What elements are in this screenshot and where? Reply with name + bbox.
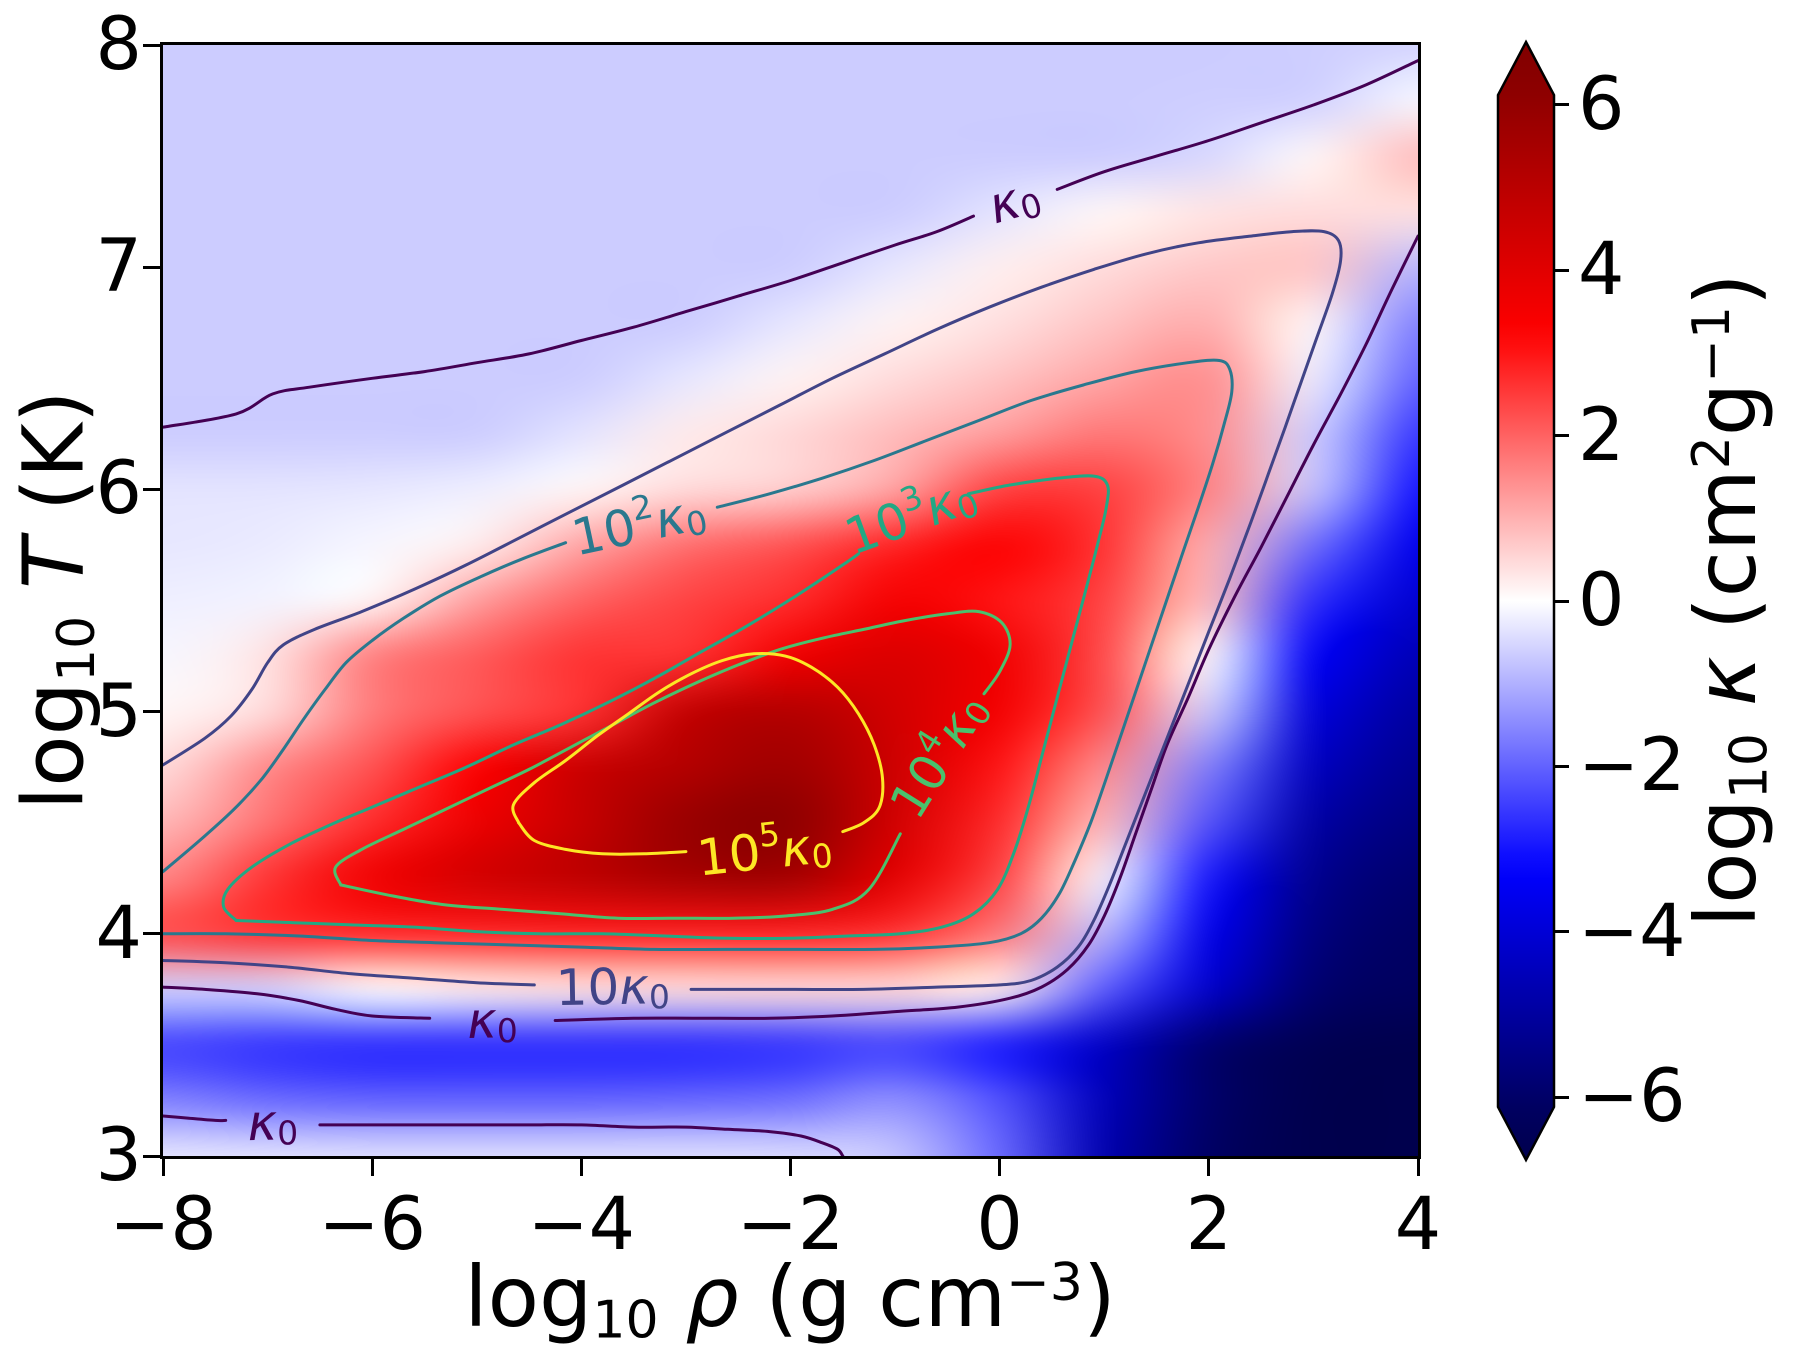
colorbar-tick-0 (1554, 599, 1569, 603)
colorbar-tick-label--6: −6 (1578, 1054, 1686, 1140)
contour-line-kappa0-5 (318, 1123, 845, 1158)
contour-line-1e2kappa0-0 (161, 541, 568, 874)
colorbar-tick--2 (1554, 764, 1569, 768)
y-axis-label: log10 T (K) (4, 390, 108, 811)
y-tick-label-3: 3 (95, 1113, 142, 1198)
contour-label-kappa0-2: κ0 (247, 1093, 298, 1152)
y-tick-label-8: 8 (95, 2, 142, 87)
x-tick-0 (998, 1159, 1002, 1176)
colorbar-tick-label--4: −4 (1578, 888, 1686, 974)
contour-line-1e5kappa0-0 (511, 652, 885, 834)
contour-line-kappa0-1 (1055, 59, 1420, 191)
contour-label-1e5kappa0-0: 105κ0 (693, 808, 834, 888)
colorbar-tick-label-6: 6 (1578, 61, 1625, 147)
contour-label-1e4kappa0-0: 104κ0 (872, 679, 1000, 829)
y-tick-label-7: 7 (95, 224, 142, 310)
contour-line-kappa0-4 (161, 1114, 228, 1123)
y-tick-label-4: 4 (95, 890, 142, 976)
x-tick-label--8: −8 (109, 1182, 217, 1267)
x-axis-label: log10 ρ (g cm−3) (464, 1248, 1116, 1350)
contour-line-kappa0-2 (553, 234, 1420, 1022)
contour-line-10kappa0-1 (161, 959, 536, 987)
contour-line-1e4kappa0-1 (339, 832, 902, 921)
contour-label-kappa0-0: κ0 (982, 166, 1047, 236)
x-tick--6 (370, 1159, 374, 1176)
colorbar-tick-4 (1554, 268, 1569, 272)
x-tick--8 (161, 1159, 165, 1176)
colorbar-tick-label-4: 4 (1578, 227, 1625, 313)
y-tick-6 (143, 487, 160, 491)
contour-line-1e2kappa0-1 (161, 358, 1234, 952)
colorbar-tick--4 (1554, 930, 1569, 934)
contour-label-kappa0-1: κ0 (467, 991, 518, 1050)
contour-overlay: κ0 κ0 κ0 10κ0 102κ0 103κ0 104κ0 105κ0 (161, 59, 1420, 1158)
y-tick-3 (143, 1154, 160, 1158)
contour-label-10kappa0-0: 10κ0 (555, 957, 670, 1017)
x-tick-label--2: −2 (736, 1182, 845, 1267)
contour-line-kappa0-0 (161, 214, 975, 429)
colorbar-label: log10 κ (cm2g−1) (1676, 273, 1780, 928)
colorbar-tick-label--2: −2 (1578, 723, 1686, 809)
y-tick-label-6: 6 (95, 446, 142, 532)
x-tick-2 (1207, 1159, 1211, 1176)
x-tick-label--6: −6 (318, 1182, 426, 1267)
y-tick-label-5: 5 (95, 668, 142, 754)
y-tick-7 (143, 265, 160, 269)
x-tick--4 (579, 1159, 583, 1176)
colorbar-tick-label-2: 2 (1578, 392, 1625, 478)
colorbar-tick--6 (1554, 1095, 1569, 1099)
contour-label-1e3kappa0-0: 103κ0 (835, 459, 985, 567)
colorbar-tick-6 (1554, 103, 1569, 107)
colorbar (1496, 39, 1556, 1163)
x-tick-4 (1416, 1159, 1420, 1176)
contour-line-1e3kappa0-0 (221, 552, 860, 922)
y-tick-5 (143, 710, 160, 714)
colorbar-tick-label-0: 0 (1578, 558, 1625, 643)
colorbar-tick-2 (1554, 434, 1569, 438)
x-tick--2 (789, 1159, 792, 1176)
x-tick-label-2: 2 (1185, 1182, 1233, 1267)
contour-line-1e3kappa0-1 (234, 474, 1110, 940)
colorbar-body (1496, 39, 1556, 1163)
contour-line-1e5kappa0-1 (517, 821, 688, 856)
contour-line-10kappa0-0 (161, 229, 1343, 992)
x-tick-label--4: −4 (527, 1182, 636, 1267)
contour-label-1e2kappa0-0: 102κ0 (565, 475, 711, 568)
contour-line-1e4kappa0-0 (333, 609, 1012, 887)
y-tick-8 (143, 43, 160, 47)
x-tick-label-0: 0 (976, 1182, 1023, 1267)
x-tick-label-4: 4 (1394, 1182, 1442, 1267)
y-tick-4 (143, 932, 160, 936)
contour-line-kappa0-3 (161, 985, 432, 1020)
